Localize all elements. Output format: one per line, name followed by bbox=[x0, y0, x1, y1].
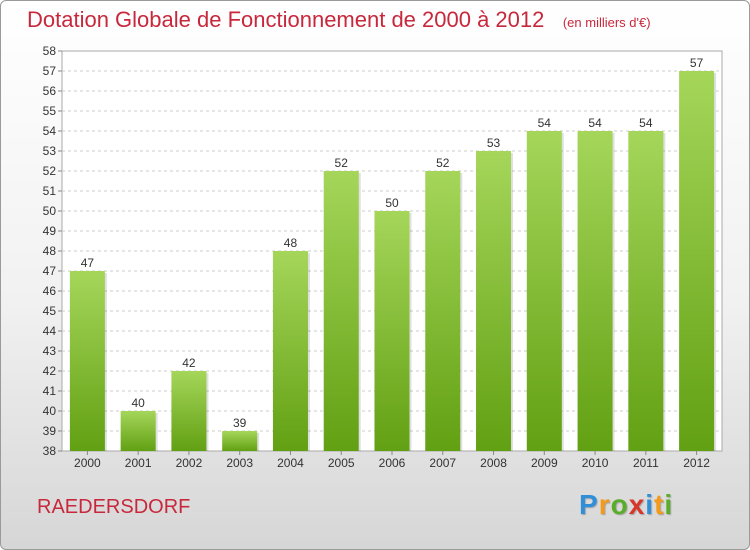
x-tick-label: 2006 bbox=[379, 456, 406, 470]
bar-2003 bbox=[222, 431, 258, 451]
x-tick-label: 2005 bbox=[328, 456, 355, 470]
y-tick-label: 42 bbox=[43, 364, 57, 378]
logo-letter: t bbox=[654, 489, 665, 520]
x-tick-label: 2007 bbox=[429, 456, 456, 470]
x-tick-label: 2002 bbox=[176, 456, 203, 470]
y-tick-label: 48 bbox=[43, 244, 57, 258]
y-tick-label: 53 bbox=[43, 144, 57, 158]
chart-title: Dotation Globale de Fonctionnement de 20… bbox=[27, 7, 545, 32]
y-tick-label: 47 bbox=[43, 264, 57, 278]
data-label: 52 bbox=[335, 156, 349, 170]
data-label: 52 bbox=[436, 156, 450, 170]
data-label: 40 bbox=[131, 396, 145, 410]
data-label: 54 bbox=[588, 116, 602, 130]
y-tick-label: 54 bbox=[43, 124, 57, 138]
x-tick-label: 2008 bbox=[480, 456, 507, 470]
logo-letter: r bbox=[598, 489, 611, 520]
bar-2004 bbox=[272, 251, 308, 451]
commune-name: RAEDERSDORF bbox=[37, 496, 191, 518]
y-tick-label: 41 bbox=[43, 384, 57, 398]
x-tick-label: 2001 bbox=[125, 456, 152, 470]
logo-letter: o bbox=[610, 489, 629, 520]
y-tick-label: 55 bbox=[43, 104, 57, 118]
data-label: 50 bbox=[385, 196, 399, 210]
y-tick-label: 44 bbox=[43, 324, 57, 338]
bar-2000 bbox=[69, 271, 105, 451]
bar-2001 bbox=[120, 411, 156, 451]
y-tick-label: 46 bbox=[43, 284, 57, 298]
y-tick-label: 49 bbox=[43, 224, 57, 238]
logo-letter: P bbox=[579, 489, 599, 520]
x-tick-label: 2000 bbox=[74, 456, 101, 470]
proxiti-logo: Proxiti bbox=[579, 489, 673, 521]
logo-letter: i bbox=[664, 489, 674, 520]
data-label: 47 bbox=[81, 256, 95, 270]
bar-2008 bbox=[476, 151, 512, 451]
x-tick-label: 2009 bbox=[531, 456, 558, 470]
logo-letter: i bbox=[645, 489, 655, 520]
bar-2011 bbox=[628, 131, 664, 451]
x-tick-label: 2003 bbox=[226, 456, 253, 470]
bars bbox=[69, 71, 717, 451]
x-tick-label: 2011 bbox=[633, 456, 659, 470]
y-tick-label: 40 bbox=[43, 404, 57, 418]
bar-2012 bbox=[679, 71, 715, 451]
data-label: 54 bbox=[538, 116, 552, 130]
y-tick-label: 57 bbox=[43, 64, 57, 78]
data-labels: 47 40 42 39 48 52 50 52 53 54 54 54 57 bbox=[81, 56, 704, 430]
y-tick-labels: 38 39 40 41 42 43 44 45 46 47 48 49 50 51 52 53 54 55 56 57… bbox=[43, 44, 57, 458]
y-tick-label: 45 bbox=[43, 304, 57, 318]
y-tick-label: 39 bbox=[43, 424, 57, 438]
y-tick-label: 38 bbox=[43, 444, 57, 458]
x-tick-label: 2012 bbox=[683, 456, 710, 470]
y-tick-label: 50 bbox=[43, 204, 57, 218]
x-tick-label: 2010 bbox=[582, 456, 609, 470]
title-row: Dotation Globale de Fonctionnement de 20… bbox=[27, 7, 651, 33]
x-tick-label: 2004 bbox=[277, 456, 304, 470]
data-label: 42 bbox=[182, 356, 196, 370]
bar-2005 bbox=[323, 171, 359, 451]
bar-2002 bbox=[171, 371, 207, 451]
data-label: 54 bbox=[639, 116, 653, 130]
chart-subtitle: (en milliers d'€) bbox=[562, 15, 651, 30]
data-label: 48 bbox=[284, 236, 298, 250]
bar-2009 bbox=[526, 131, 562, 451]
x-tick-labels: 2000 2001 2002 2003 2004 2005 2006 2007 2008 2009… bbox=[74, 451, 710, 470]
bar-2007 bbox=[425, 171, 461, 451]
y-tick-label: 52 bbox=[43, 164, 57, 178]
y-tick-label: 51 bbox=[43, 184, 57, 198]
y-tick-label: 58 bbox=[43, 44, 57, 58]
bar-2010 bbox=[577, 131, 613, 451]
y-tick-label: 56 bbox=[43, 84, 57, 98]
logo-letter: x bbox=[628, 489, 646, 520]
y-tick-label: 43 bbox=[43, 344, 57, 358]
bar-2006 bbox=[374, 211, 410, 451]
data-label: 57 bbox=[690, 56, 704, 70]
data-label: 39 bbox=[233, 416, 247, 430]
data-label: 53 bbox=[487, 136, 501, 150]
